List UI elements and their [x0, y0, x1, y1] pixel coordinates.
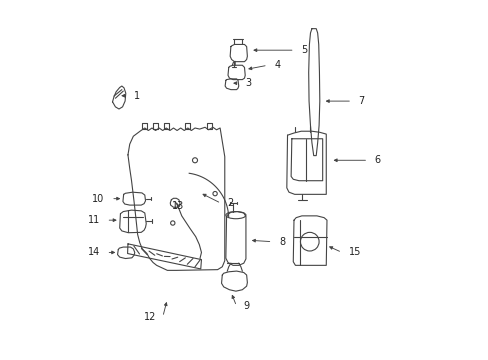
- Text: 9: 9: [243, 301, 249, 311]
- Text: 3: 3: [245, 78, 251, 88]
- Text: 12: 12: [143, 312, 156, 322]
- Text: 7: 7: [358, 96, 364, 106]
- Text: 2: 2: [227, 198, 233, 208]
- Text: 1: 1: [134, 91, 140, 101]
- Text: 11: 11: [87, 215, 100, 225]
- Text: 4: 4: [274, 60, 280, 70]
- Text: 8: 8: [278, 237, 285, 247]
- Text: 14: 14: [87, 247, 100, 257]
- Text: 15: 15: [348, 247, 360, 257]
- Text: 10: 10: [92, 194, 104, 204]
- Text: 6: 6: [374, 155, 380, 165]
- Text: 5: 5: [301, 45, 307, 55]
- Text: 13: 13: [172, 201, 184, 211]
